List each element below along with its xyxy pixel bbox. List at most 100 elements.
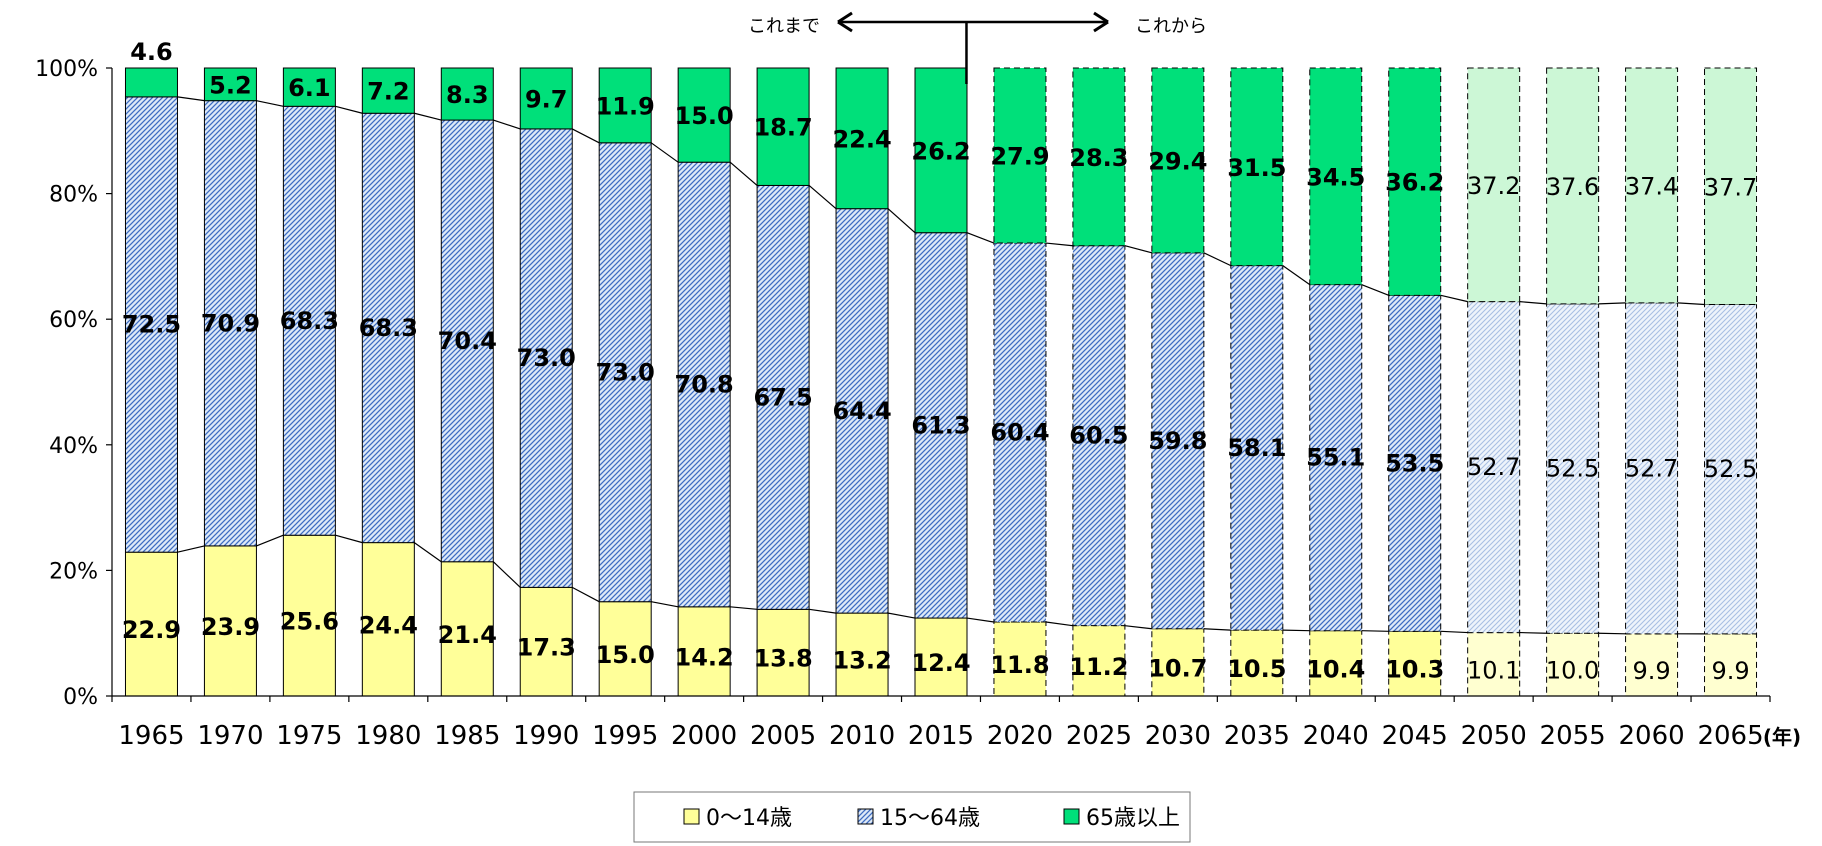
connector-line-0-14: [177, 545, 205, 553]
data-label-15-64: 55.1: [1306, 444, 1365, 472]
bar-segment-15-64: [677, 161, 731, 608]
bar-segment-15-64: [835, 208, 889, 614]
data-label-0-14: 22.9: [122, 616, 181, 644]
connector-line-15-64: [1124, 245, 1153, 254]
y-tick-label: 0%: [63, 685, 98, 710]
data-label-15-64: 52.5: [1704, 455, 1757, 483]
data-label-0-14: 12.4: [911, 649, 970, 677]
data-label-65-plus: 37.7: [1704, 173, 1757, 201]
bar-segment-65-plus: [1072, 67, 1126, 247]
bar-segment-65-plus: [1625, 67, 1679, 304]
legend-swatch: [857, 808, 874, 825]
data-label-15-64: 68.3: [359, 314, 418, 342]
x-tick-label: 2040: [1303, 721, 1369, 751]
connector-line-0-14: [1203, 628, 1231, 631]
connector-line-15-64: [335, 105, 363, 114]
data-label-15-64: 70.4: [438, 327, 497, 355]
data-label-15-64: 53.5: [1385, 449, 1444, 477]
bar-segment-65-plus: [203, 67, 257, 102]
connector-line-0-14: [809, 608, 837, 614]
connector-line-0-14: [730, 606, 758, 610]
data-label-15-64: 52.7: [1467, 453, 1520, 481]
connector-line-15-64: [808, 184, 837, 210]
arrow-left-icon: [837, 11, 853, 33]
nav-past-label: これまで: [748, 16, 820, 37]
connector-line-0-14: [256, 534, 284, 547]
bar-segment-15-64: [1309, 284, 1363, 632]
data-label-65-plus: 36.2: [1385, 169, 1444, 197]
data-label-15-64: 52.7: [1625, 454, 1678, 482]
data-label-0-14: 17.3: [517, 634, 576, 662]
data-label-15-64: 60.5: [1069, 422, 1128, 450]
data-label-0-14: 10.1: [1467, 656, 1520, 684]
connector-line-15-64: [177, 96, 205, 102]
data-label-15-64: 59.8: [1148, 427, 1207, 455]
connector-line-0-14: [1124, 625, 1152, 630]
past-future-indicator: これまで これから: [748, 11, 1207, 84]
connector-line-0-14: [571, 586, 600, 603]
data-label-0-14: 11.8: [990, 651, 1049, 679]
x-axis: 1965 1970 1975 1980 1985 1990 1995 2000 2005 2010…: [111, 695, 1771, 751]
connector-line-15-64: [1203, 252, 1232, 267]
data-label-65-plus: 31.5: [1227, 154, 1286, 182]
legend-swatch: [683, 808, 700, 825]
bar-segment-65-plus: [1546, 67, 1600, 305]
connector-line-15-64: [571, 128, 600, 144]
x-tick-label: 1985: [434, 721, 500, 751]
connector-line-15-64: [1440, 294, 1468, 303]
y-tick-label: 20%: [49, 559, 98, 584]
data-label-15-64: 67.5: [753, 383, 812, 411]
bars-layer: [124, 67, 1758, 697]
bar-segment-65-plus: [1230, 67, 1284, 267]
bar-segment-0-14: [440, 561, 494, 697]
data-label-0-14: 25.6: [280, 608, 339, 636]
bar-segment-65-plus: [124, 67, 178, 98]
x-tick-label: 1975: [276, 721, 342, 751]
connector-line-0-14: [651, 601, 679, 608]
bar-segment-0-14: [993, 621, 1047, 697]
bar-segment-15-64: [1072, 245, 1126, 627]
bar-segment-0-14: [677, 606, 731, 697]
bar-segment-15-64: [440, 119, 494, 563]
data-label-65-plus: 37.4: [1625, 172, 1678, 200]
legend-swatch: [1063, 808, 1080, 825]
bar-segment-15-64: [1388, 294, 1442, 632]
data-label-65-plus: 37.6: [1546, 173, 1599, 201]
data-label-15-64: 60.4: [990, 419, 1049, 447]
arrow-right-icon: [1093, 11, 1109, 33]
legend: 0～14歳 15～64歳 65歳以上: [633, 791, 1191, 843]
connector-line-15-64: [650, 142, 679, 163]
connector-line-0-14: [1440, 630, 1468, 634]
data-label-65-plus: 9.7: [525, 85, 568, 113]
bar-segment-65-plus: [519, 67, 573, 130]
nav-future-label: これから: [1135, 16, 1207, 37]
bar-segment-65-plus: [598, 67, 652, 144]
bar-segment-65-plus: [440, 67, 494, 121]
bar-segment-15-64: [1546, 303, 1600, 634]
data-label-0-14: 9.9: [1711, 657, 1749, 685]
bar-segment-65-plus: [1309, 67, 1363, 286]
data-label-65-plus: 26.2: [911, 137, 970, 165]
bar-segment-0-14: [282, 534, 336, 697]
x-tick-label: 2020: [987, 721, 1053, 751]
x-tick-label: 1990: [513, 721, 579, 751]
bar-segment-15-64: [203, 100, 257, 547]
connector-line-15-64: [256, 100, 284, 107]
data-label-15-64: 68.3: [280, 307, 339, 335]
bar-segment-0-14: [1546, 632, 1600, 697]
bar-segment-65-plus: [914, 67, 968, 234]
data-label-15-64: 70.9: [201, 309, 260, 337]
data-label-65-plus: 18.7: [753, 114, 812, 142]
data-label-65-plus: 29.4: [1148, 147, 1207, 175]
y-tick-label: 80%: [49, 183, 98, 208]
bar-segment-15-64: [1704, 304, 1758, 635]
x-tick-label: 2045: [1382, 721, 1448, 751]
data-label-65-plus: 5.2: [209, 71, 252, 99]
bar-segment-65-plus: [361, 67, 415, 114]
bar-segment-15-64: [519, 128, 573, 588]
connector-line-15-64: [414, 112, 442, 121]
data-label-65-plus: 8.3: [446, 81, 489, 109]
data-label-15-64: 58.1: [1227, 434, 1286, 462]
connector-line-0-14: [1045, 621, 1073, 627]
